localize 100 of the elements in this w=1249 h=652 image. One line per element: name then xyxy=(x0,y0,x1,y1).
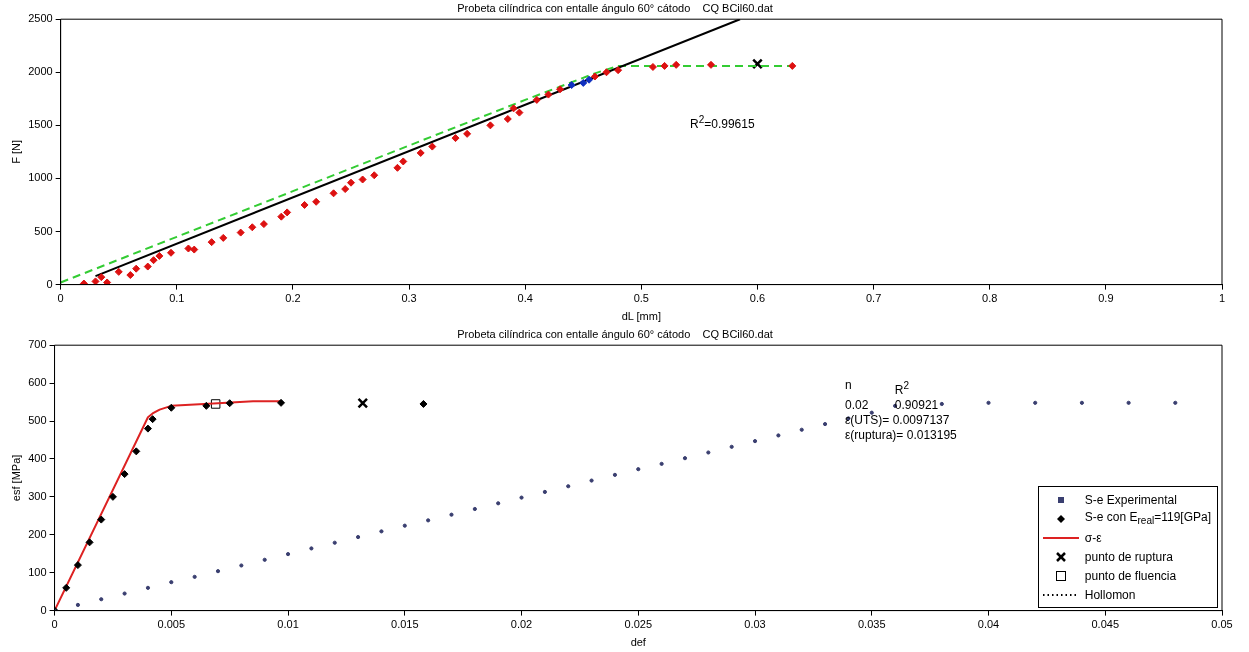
point xyxy=(148,415,157,424)
annotation: n xyxy=(845,378,853,394)
point xyxy=(579,78,588,87)
point xyxy=(277,398,286,407)
point xyxy=(590,72,599,81)
point xyxy=(463,129,472,138)
x-tick-label: 0.04 xyxy=(977,618,1000,631)
y-tick-label: 300 xyxy=(28,489,47,502)
point xyxy=(451,134,460,143)
point xyxy=(202,401,211,410)
point xyxy=(126,271,135,280)
point xyxy=(370,171,379,180)
annotation: 0.90921 xyxy=(894,398,940,413)
x-tick-label: 0.9 xyxy=(1098,292,1114,305)
legend-label: Hollomon xyxy=(1084,587,1136,602)
x-tick-label: 0.03 xyxy=(744,618,766,631)
legend-label: S-e Experimental xyxy=(1084,492,1177,507)
y-tick-label: 400 xyxy=(28,451,47,464)
point xyxy=(509,104,518,113)
x-tick-label: 1 xyxy=(1218,292,1226,305)
point xyxy=(132,264,141,273)
point xyxy=(357,397,369,409)
point xyxy=(567,81,576,90)
point xyxy=(259,220,268,229)
point xyxy=(515,108,524,117)
y-tick-label: 2000 xyxy=(28,65,53,78)
point xyxy=(155,251,164,260)
point xyxy=(167,403,176,412)
x-axis-title: dL [mm] xyxy=(621,310,661,323)
point xyxy=(707,60,716,69)
point xyxy=(788,61,797,70)
point xyxy=(358,175,367,184)
point xyxy=(648,62,657,71)
x-tick-label: 0.005 xyxy=(157,618,186,631)
annotation: ε(UTS)= 0.0097137 xyxy=(845,413,951,428)
x-tick-label: 0.045 xyxy=(1091,618,1120,631)
legend-label: S-e con E$_{real}$=119[GPa] xyxy=(1084,510,1211,527)
legend-label: punto de fluencia xyxy=(1084,568,1177,583)
point xyxy=(167,248,175,257)
annotation: R$^{2}$=0.99615 xyxy=(690,113,755,132)
point xyxy=(532,95,541,104)
point xyxy=(556,85,565,94)
y-tick-label: 1500 xyxy=(28,118,53,131)
point xyxy=(184,244,193,253)
x-tick-label: 0.1 xyxy=(169,292,185,305)
chart-title: Probeta cilíndrica con entalle ángulo 60° cátodo CQ BCil60.dat xyxy=(457,327,773,340)
point xyxy=(393,163,402,172)
point xyxy=(428,142,437,151)
point xyxy=(341,185,350,194)
point xyxy=(210,399,221,409)
point xyxy=(416,148,425,157)
point xyxy=(283,208,292,217)
point xyxy=(225,399,234,408)
point xyxy=(602,68,611,77)
point xyxy=(190,245,199,254)
y-tick-label: 600 xyxy=(28,376,47,389)
x-tick-label: 0.6 xyxy=(749,292,766,305)
point xyxy=(503,114,512,123)
x-tick-label: 0.5 xyxy=(633,292,649,305)
point xyxy=(486,121,495,130)
legend-label: σ-ε xyxy=(1084,530,1102,545)
point xyxy=(544,90,553,99)
y-tick-label: 0 xyxy=(46,277,53,290)
point xyxy=(97,515,106,524)
point xyxy=(419,399,428,408)
point xyxy=(62,583,71,592)
x-tick-label: 0.2 xyxy=(285,292,301,305)
point xyxy=(312,197,321,206)
point xyxy=(585,75,594,84)
point xyxy=(672,60,681,69)
point xyxy=(108,492,117,501)
point xyxy=(248,223,257,232)
point xyxy=(114,267,123,276)
annotation: ε(ruptura)= 0.013195 xyxy=(845,428,957,443)
y-axis-title: F [N] xyxy=(9,139,22,164)
y-tick-label: 500 xyxy=(28,414,47,427)
point xyxy=(300,200,309,209)
x-tick-label: 0.3 xyxy=(401,292,417,305)
point xyxy=(277,212,286,221)
point xyxy=(73,561,82,570)
x-tick-label: 0.035 xyxy=(858,618,886,631)
point xyxy=(120,470,129,479)
point xyxy=(219,233,228,242)
y-tick-label: 500 xyxy=(34,224,53,237)
point xyxy=(660,61,669,70)
x-tick-label: 0.02 xyxy=(510,618,533,631)
x-tick-label: 0 xyxy=(57,292,64,305)
point xyxy=(143,424,152,433)
x-tick-label: 0.01 xyxy=(277,618,299,631)
point xyxy=(91,277,100,285)
point xyxy=(347,178,355,187)
annotation: R$^{2}$ xyxy=(894,379,911,398)
point xyxy=(614,66,623,75)
y-tick-label: 2500 xyxy=(28,12,53,25)
point xyxy=(97,273,106,282)
y-tick-label: 0 xyxy=(40,603,47,616)
y-tick-label: 100 xyxy=(28,565,47,578)
y-tick-label: 700 xyxy=(28,338,47,351)
x-tick-label: 0.015 xyxy=(391,618,419,631)
point xyxy=(149,256,158,265)
